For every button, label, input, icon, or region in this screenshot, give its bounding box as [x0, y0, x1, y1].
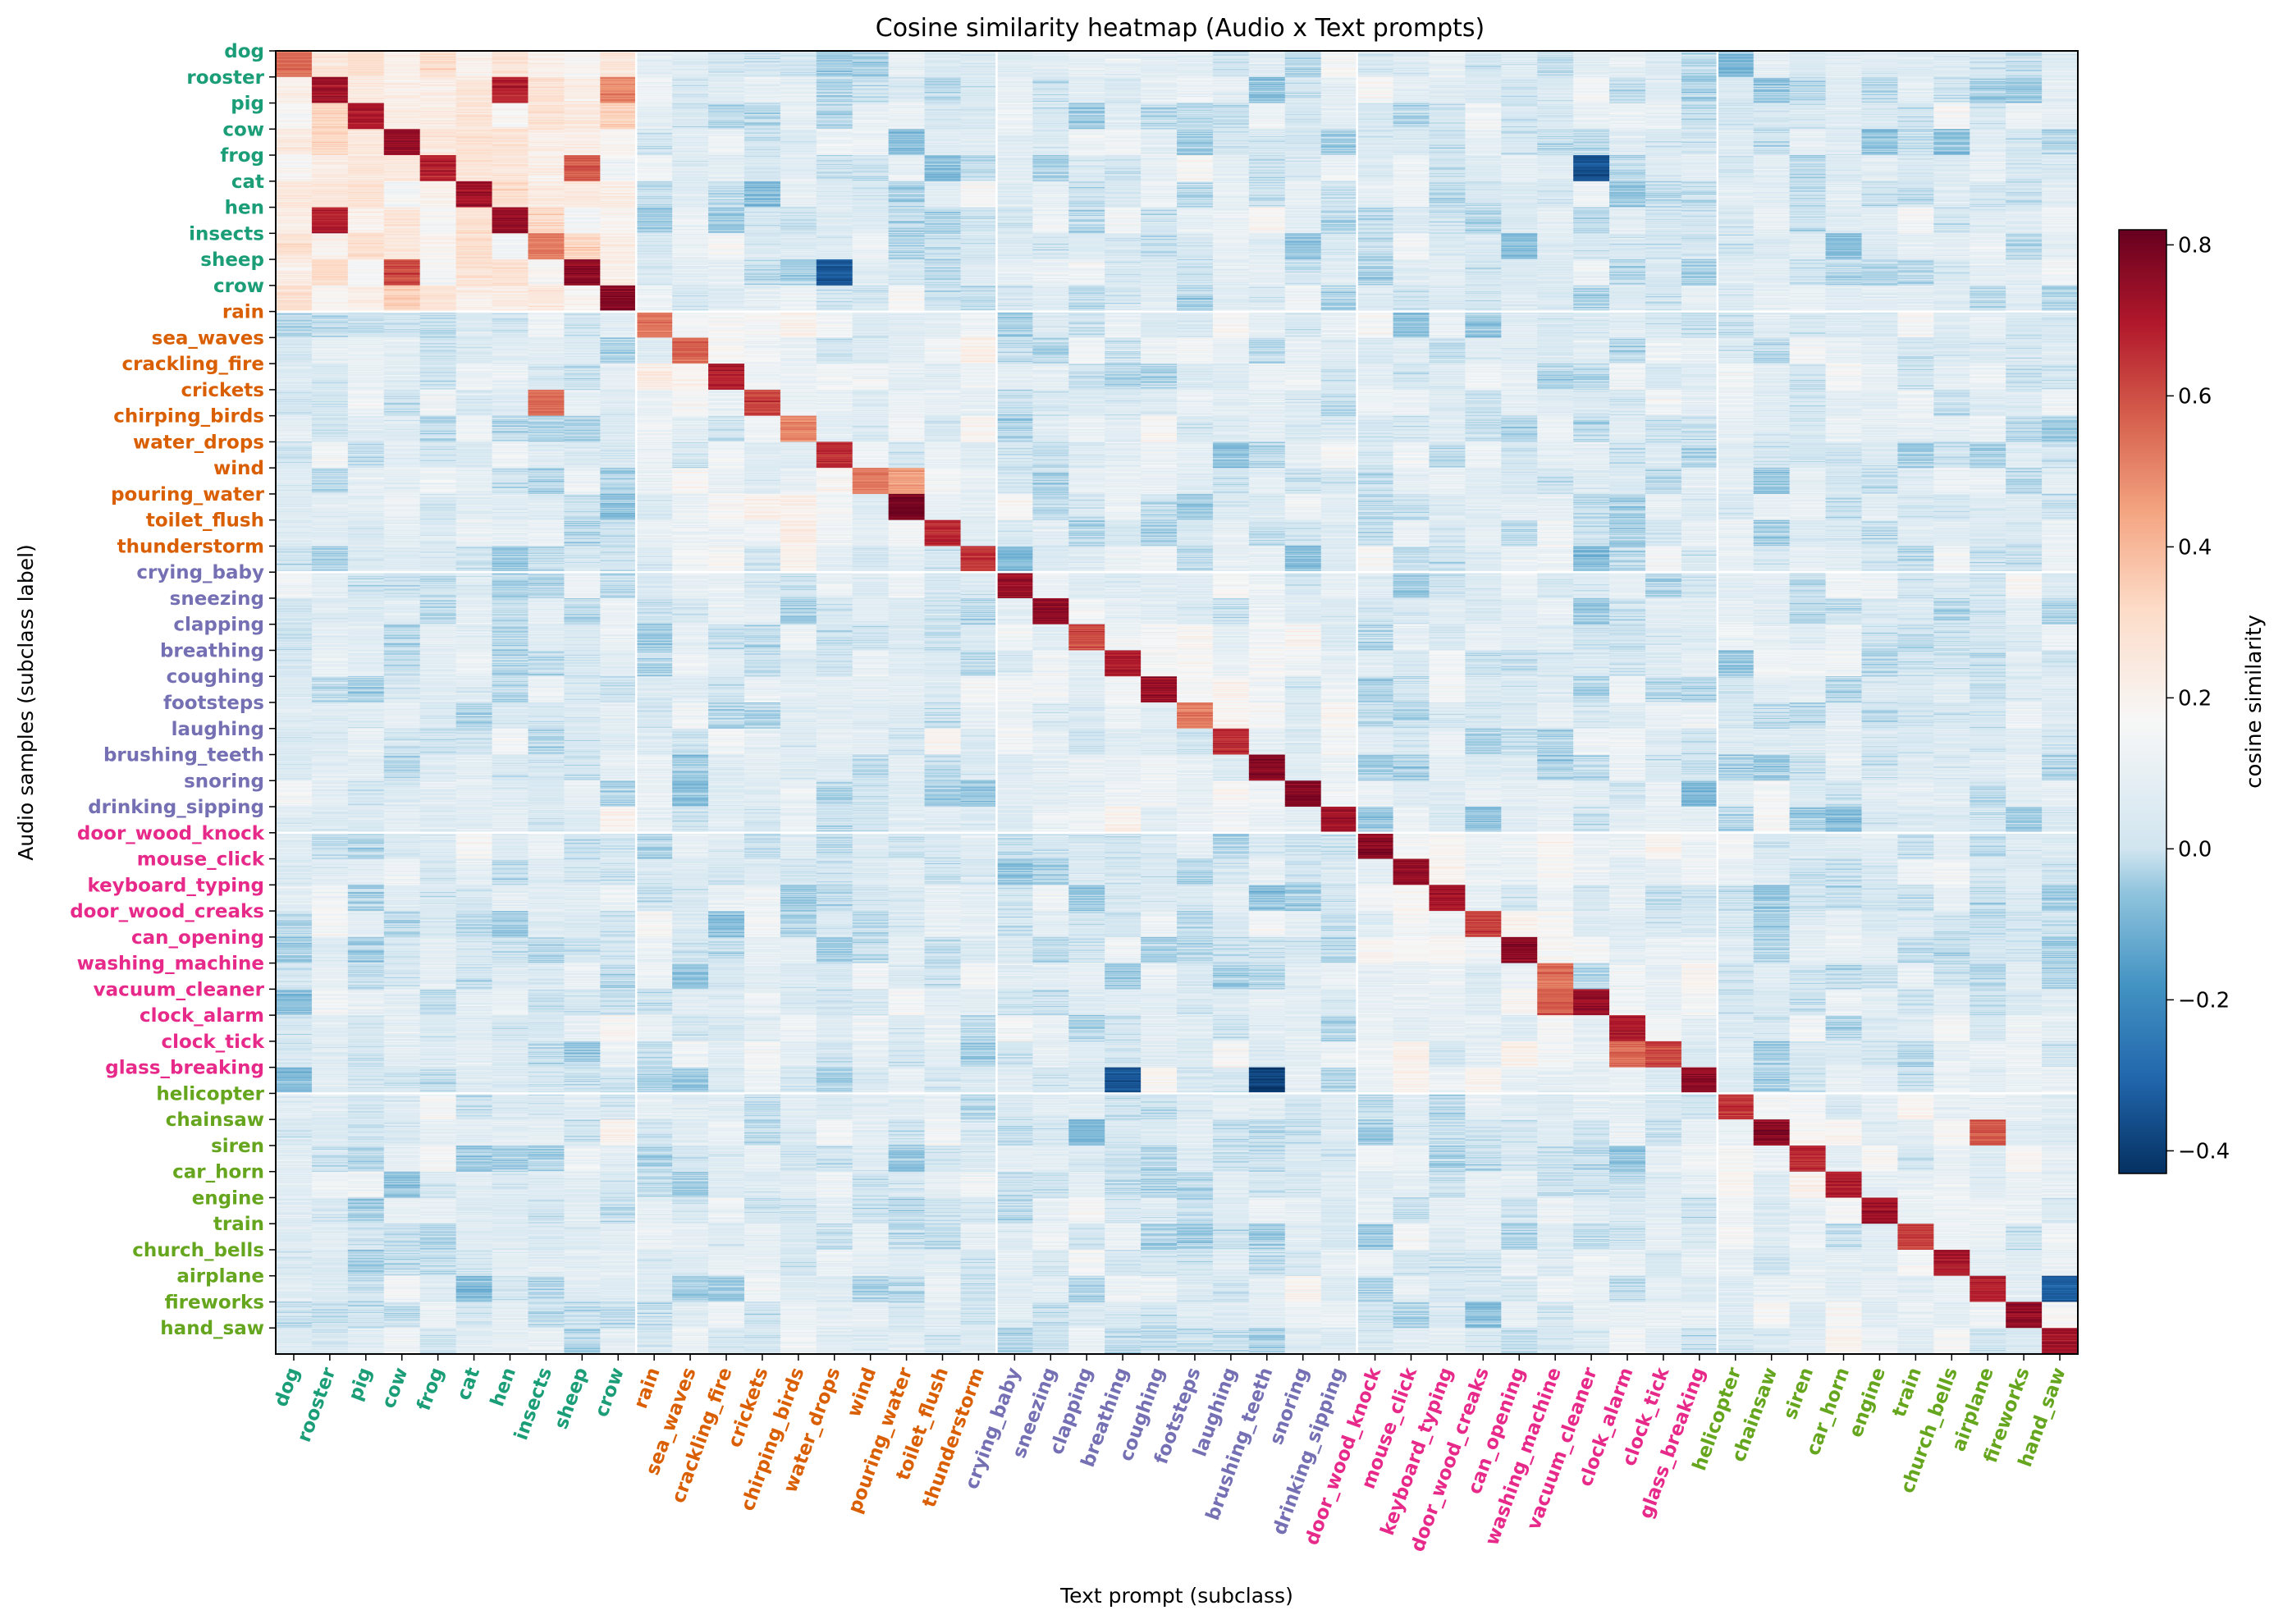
- chart-title: Cosine similarity heatmap (Audio x Text …: [876, 14, 1485, 43]
- heatmap-cells: [276, 51, 2079, 1354]
- heatmap-figure: Cosine similarity heatmap (Audio x Text …: [0, 0, 2283, 1624]
